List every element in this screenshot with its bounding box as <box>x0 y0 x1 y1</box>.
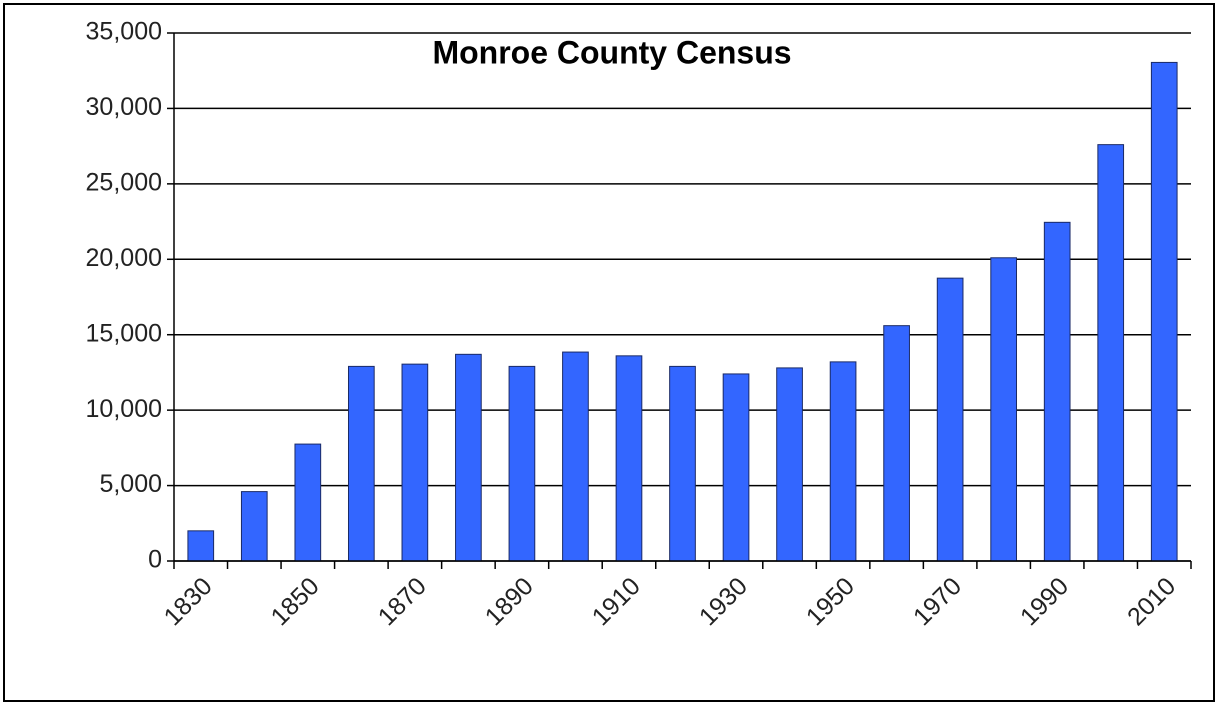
bar <box>401 363 429 562</box>
y-tick-label: 25,000 <box>86 168 162 196</box>
bar <box>294 443 322 562</box>
bar <box>615 355 643 562</box>
bar <box>722 373 750 562</box>
bar <box>776 367 803 562</box>
chart-title: Monroe County Census <box>432 34 791 70</box>
bar <box>1097 144 1125 562</box>
bar <box>187 530 215 562</box>
bar <box>1150 61 1178 562</box>
bar <box>936 277 964 562</box>
bar <box>455 353 482 562</box>
bar <box>669 365 696 562</box>
bar <box>240 491 268 562</box>
bar <box>562 351 589 562</box>
y-tick-label: 30,000 <box>86 93 162 121</box>
y-tick-label: 15,000 <box>86 319 162 347</box>
y-tick-label: 0 <box>148 546 162 574</box>
bar <box>508 365 536 562</box>
bar <box>990 257 1018 562</box>
y-tick-label: 35,000 <box>86 18 162 46</box>
bar <box>347 365 375 562</box>
y-tick-label: 5,000 <box>99 470 162 498</box>
bar <box>1043 221 1071 562</box>
bar <box>829 361 857 562</box>
y-tick-label: 10,000 <box>86 395 162 423</box>
y-tick-label: 20,000 <box>86 244 162 272</box>
bar <box>883 325 910 562</box>
